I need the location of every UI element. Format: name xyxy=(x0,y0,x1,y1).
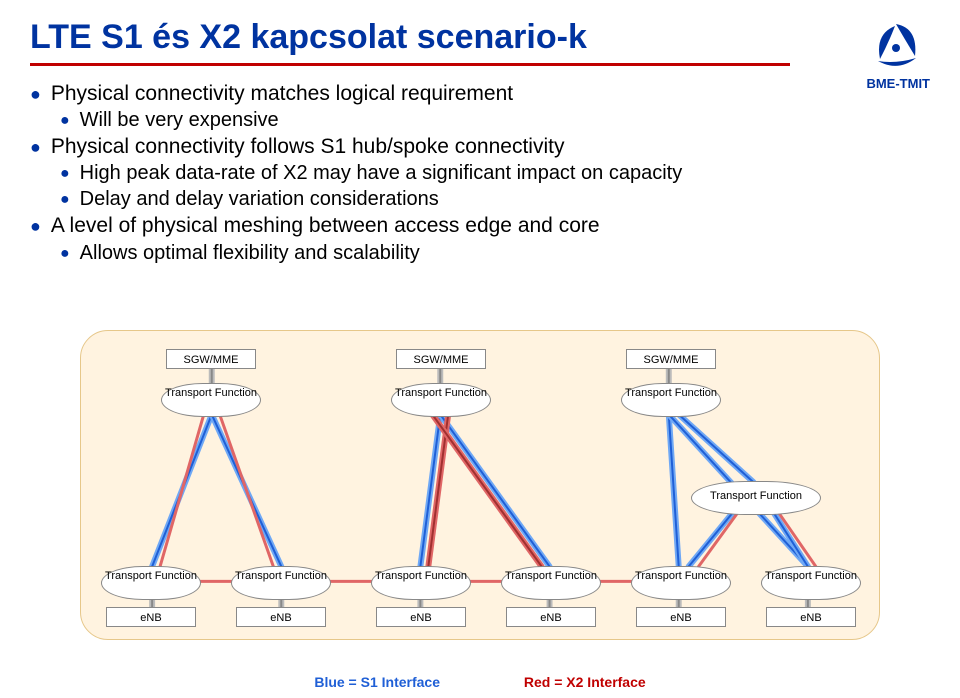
transport-function-node: Transport Function xyxy=(101,566,201,600)
transport-function-hub: Transport Function xyxy=(691,481,821,515)
legend-s1: Blue = S1 Interface xyxy=(314,674,440,690)
bullet-text: Physical connectivity follows S1 hub/spo… xyxy=(51,135,565,159)
transport-function-node: Transport Function xyxy=(231,566,331,600)
enb-node: eNB xyxy=(766,607,856,627)
bullet-text: A level of physical meshing between acce… xyxy=(51,214,600,238)
transport-function-node: Transport Function xyxy=(501,566,601,600)
transport-function-node: Transport Function xyxy=(371,566,471,600)
bullet-text: Delay and delay variation considerations xyxy=(80,188,439,211)
enb-node: eNB xyxy=(636,607,726,627)
page-title: LTE S1 és X2 kapcsolat scenario-k xyxy=(0,0,960,63)
bme-logo xyxy=(860,14,930,74)
transport-function-node: Transport Function xyxy=(391,383,491,417)
legend: Blue = S1 Interface Red = X2 Interface xyxy=(0,674,960,690)
bullet-text: High peak data-rate of X2 may have a sig… xyxy=(80,162,683,185)
sgw-node: SGW/MME xyxy=(396,349,486,369)
network-diagram: SGW/MME SGW/MME SGW/MME Transport Functi… xyxy=(80,330,880,640)
sgw-node: SGW/MME xyxy=(626,349,716,369)
transport-function-node: Transport Function xyxy=(161,383,261,417)
bullet-text: Physical connectivity matches logical re… xyxy=(51,82,513,106)
bullet-list: ●Physical connectivity matches logical r… xyxy=(0,66,960,266)
bullet-text: Allows optimal flexibility and scalabili… xyxy=(80,242,420,265)
enb-node: eNB xyxy=(506,607,596,627)
bullet-text: Will be very expensive xyxy=(80,109,279,132)
transport-function-node: Transport Function xyxy=(761,566,861,600)
enb-node: eNB xyxy=(236,607,326,627)
enb-node: eNB xyxy=(106,607,196,627)
logo-label: BME-TMIT xyxy=(866,76,930,91)
transport-function-node: Transport Function xyxy=(621,383,721,417)
legend-x2: Red = X2 Interface xyxy=(524,674,646,690)
enb-node: eNB xyxy=(376,607,466,627)
transport-function-node: Transport Function xyxy=(631,566,731,600)
sgw-node: SGW/MME xyxy=(166,349,256,369)
